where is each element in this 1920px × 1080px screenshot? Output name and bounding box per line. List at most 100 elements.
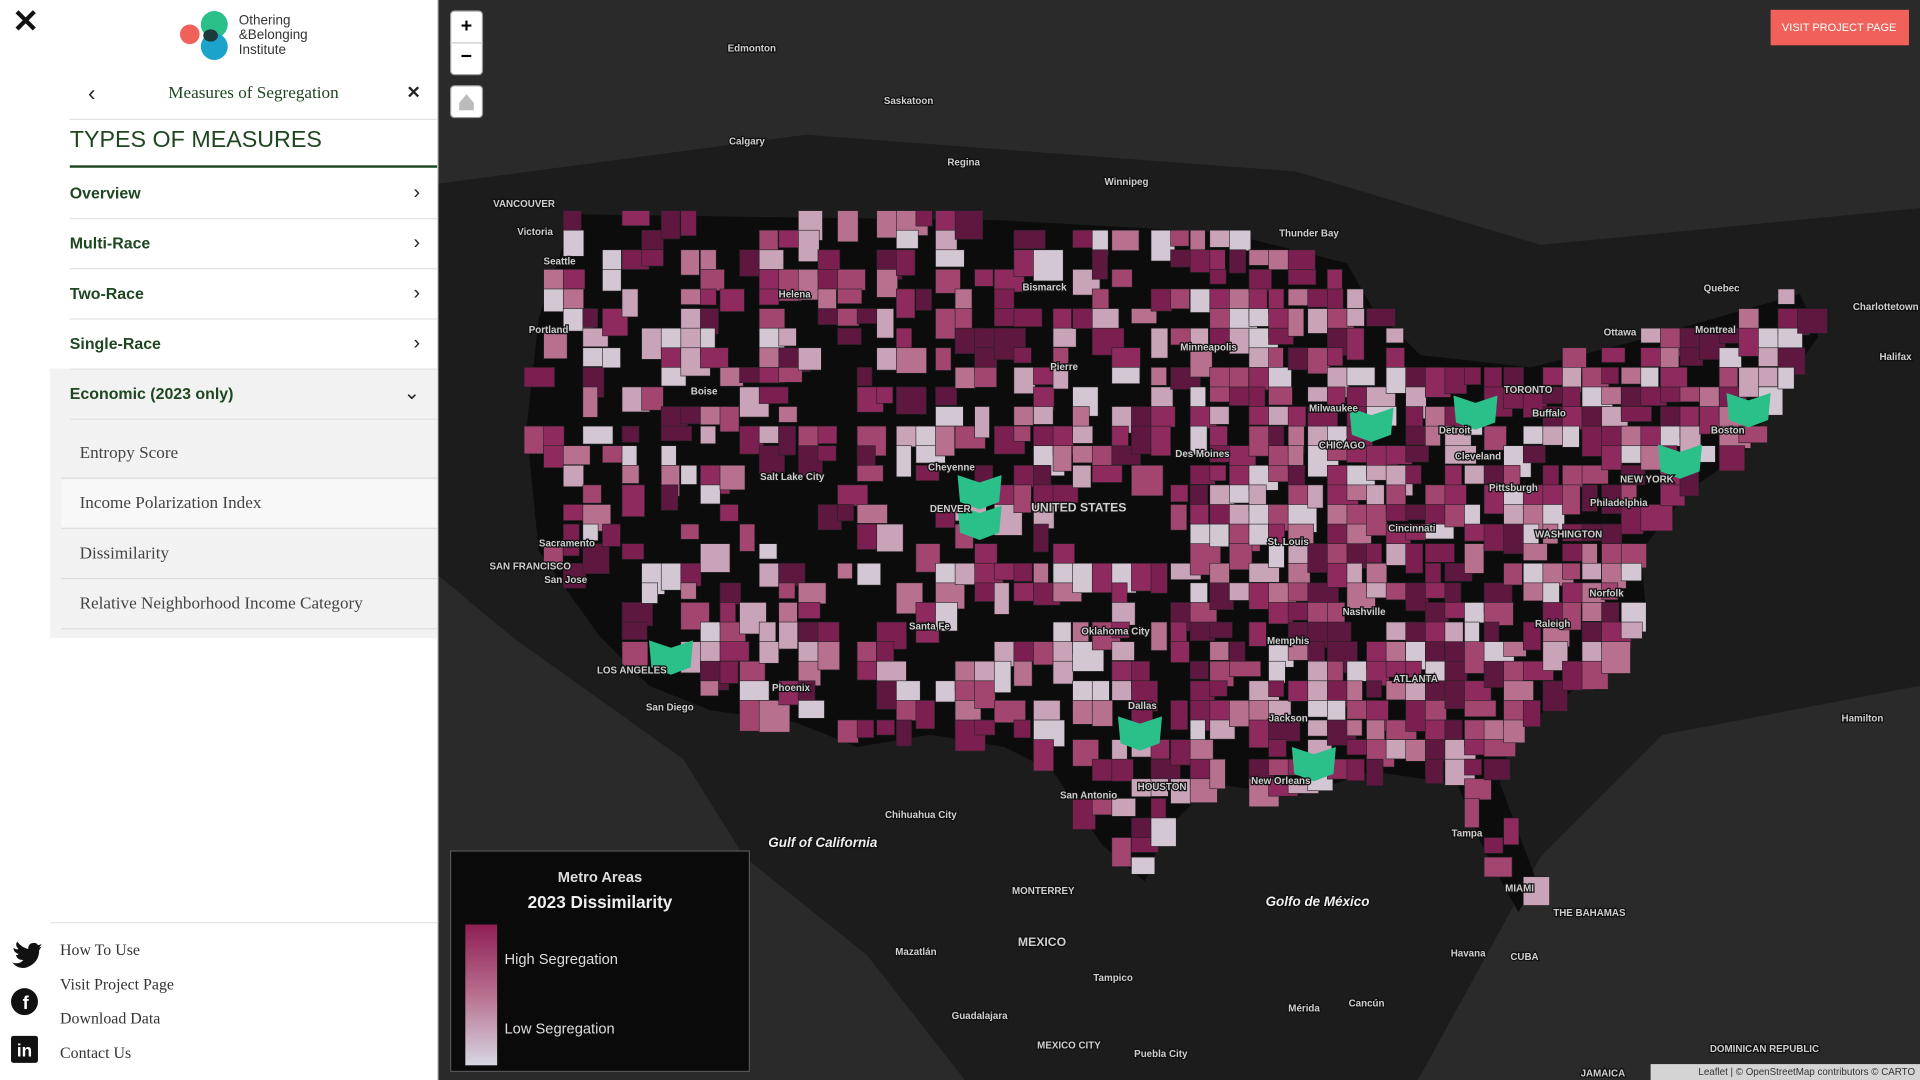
region <box>1405 465 1422 485</box>
region <box>1307 288 1330 308</box>
region <box>641 229 664 251</box>
footer-link[interactable]: Download Data <box>60 1008 161 1028</box>
sub-item[interactable]: Relative Neighborhood Income Category <box>61 580 438 630</box>
region <box>1209 680 1228 697</box>
region <box>621 465 640 484</box>
region <box>1366 504 1388 536</box>
nav-item[interactable]: Two-Race › <box>69 268 438 320</box>
region <box>1013 484 1032 513</box>
region <box>1209 621 1233 639</box>
divider <box>69 118 438 121</box>
project-button[interactable] <box>1770 9 1909 46</box>
sub-item[interactable]: Entropy Score <box>61 430 438 479</box>
region <box>1346 308 1365 327</box>
region <box>935 386 958 406</box>
region <box>896 347 927 374</box>
map-label: Cleveland <box>1455 451 1501 462</box>
footer-link[interactable]: Contact Us <box>60 1043 132 1062</box>
region <box>1346 288 1364 309</box>
map[interactable]: Edmonton Saskatoon Calgary Regina Winnipeg VA… <box>438 0 1920 1080</box>
zoom-out[interactable]: − <box>461 46 472 68</box>
region <box>1170 229 1190 247</box>
region <box>837 269 866 291</box>
metro-marker[interactable] <box>1349 407 1394 443</box>
zoom-in[interactable]: + <box>461 15 472 37</box>
region <box>1366 465 1389 481</box>
region <box>1150 798 1167 820</box>
region <box>562 523 580 557</box>
nav-item[interactable]: Overview › <box>69 168 438 220</box>
region <box>1620 484 1638 501</box>
metro-marker[interactable] <box>1291 746 1336 782</box>
map-label: Phoenix <box>772 683 811 694</box>
region <box>778 367 803 383</box>
attribution[interactable]: Leaflet | © OpenStreetMap contributors ©… <box>1698 1067 1915 1078</box>
region <box>1601 386 1622 405</box>
nav-label: Single-Race <box>69 334 161 353</box>
map-label: Calgary <box>729 137 765 148</box>
facebook-icon[interactable] <box>11 988 38 1016</box>
region <box>602 347 621 369</box>
metro-marker[interactable] <box>1117 716 1163 751</box>
panel-close[interactable]: ✕ <box>406 82 421 102</box>
footer-link[interactable]: Visit Project Page <box>60 974 175 994</box>
metro-marker[interactable] <box>1657 444 1703 479</box>
nav-item[interactable]: Multi-Race › <box>69 218 438 270</box>
region <box>1718 445 1746 472</box>
close-icon[interactable]: ✕ <box>12 2 39 40</box>
region <box>582 523 599 541</box>
region <box>1405 700 1429 732</box>
metro-marker[interactable] <box>957 505 1002 541</box>
region <box>1503 719 1526 744</box>
region <box>1601 367 1619 385</box>
region <box>1601 582 1619 601</box>
region <box>915 288 932 311</box>
region <box>798 602 821 619</box>
map-label: Memphis <box>1267 636 1310 647</box>
region <box>1013 347 1032 364</box>
region <box>817 621 840 645</box>
region <box>798 582 827 605</box>
region <box>1444 719 1463 743</box>
region <box>1346 327 1365 361</box>
region <box>1287 308 1305 337</box>
nav-item[interactable]: Economic (2023 only) ⌄ <box>69 369 438 421</box>
region <box>798 229 820 262</box>
map-label: CHICAGO <box>1319 440 1366 451</box>
region <box>876 308 895 339</box>
twitter-icon[interactable] <box>12 941 42 968</box>
metro-marker[interactable] <box>957 475 1002 510</box>
region <box>680 523 700 540</box>
map-label: Pittsburgh <box>1489 483 1538 494</box>
region <box>1444 445 1477 465</box>
region <box>1013 249 1036 277</box>
metro-marker[interactable] <box>1453 395 1498 430</box>
region <box>1562 484 1581 515</box>
sub-item[interactable]: Dissimilarity <box>61 530 438 580</box>
region <box>1366 758 1384 787</box>
region <box>837 484 869 507</box>
nav-label: Overview <box>69 183 141 203</box>
region <box>935 425 955 457</box>
metro-marker[interactable] <box>648 640 694 675</box>
region <box>1209 758 1226 790</box>
region <box>1131 465 1164 497</box>
region <box>1307 308 1328 334</box>
linkedin-icon[interactable] <box>11 1035 38 1063</box>
map-label: Norfolk <box>1589 588 1624 599</box>
sub-item[interactable]: Income Polarization Index <box>61 480 438 529</box>
metro-marker[interactable] <box>1726 393 1771 428</box>
region <box>523 367 555 388</box>
footer-link[interactable]: How To Use <box>60 940 140 959</box>
region <box>837 719 859 744</box>
map-label: Tampico <box>1093 973 1133 984</box>
region <box>1483 856 1513 878</box>
nav-item[interactable]: Single-Race › <box>69 318 438 370</box>
region <box>1131 308 1157 324</box>
region <box>837 210 859 243</box>
back-icon[interactable]: ‹ <box>88 80 96 106</box>
region <box>1150 367 1167 386</box>
region <box>1444 660 1468 682</box>
region <box>1150 406 1176 428</box>
region <box>719 504 739 522</box>
